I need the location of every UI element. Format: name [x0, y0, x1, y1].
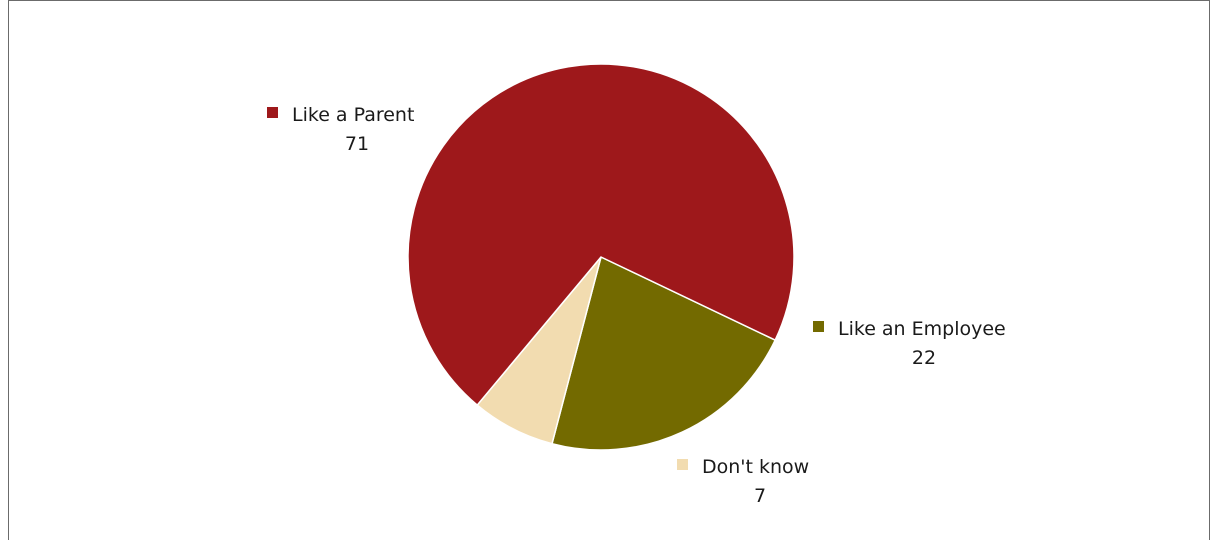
slice-label-name: Don't know	[702, 456, 809, 478]
legend-swatch-dont-know	[677, 459, 688, 470]
slice-label-name: Like a Parent	[292, 104, 414, 126]
legend-swatch-like-a-parent	[267, 107, 278, 118]
slice-label-like-a-parent: Like a Parent 71	[267, 104, 414, 155]
legend-swatch-like-an-employee	[813, 321, 824, 332]
slice-label-like-an-employee: Like an Employee 22	[813, 318, 1006, 369]
pie-slices	[407, 63, 795, 451]
slice-label-value: 22	[912, 347, 936, 369]
slice-label-value: 71	[345, 133, 369, 155]
slice-label-dont-know: Don't know 7	[677, 456, 809, 507]
pie-slice-like-a-parent	[407, 63, 795, 407]
slice-label-value: 7	[754, 485, 766, 507]
pie-slice-like-an-employee	[551, 255, 777, 451]
slice-label-name: Like an Employee	[838, 318, 1006, 340]
